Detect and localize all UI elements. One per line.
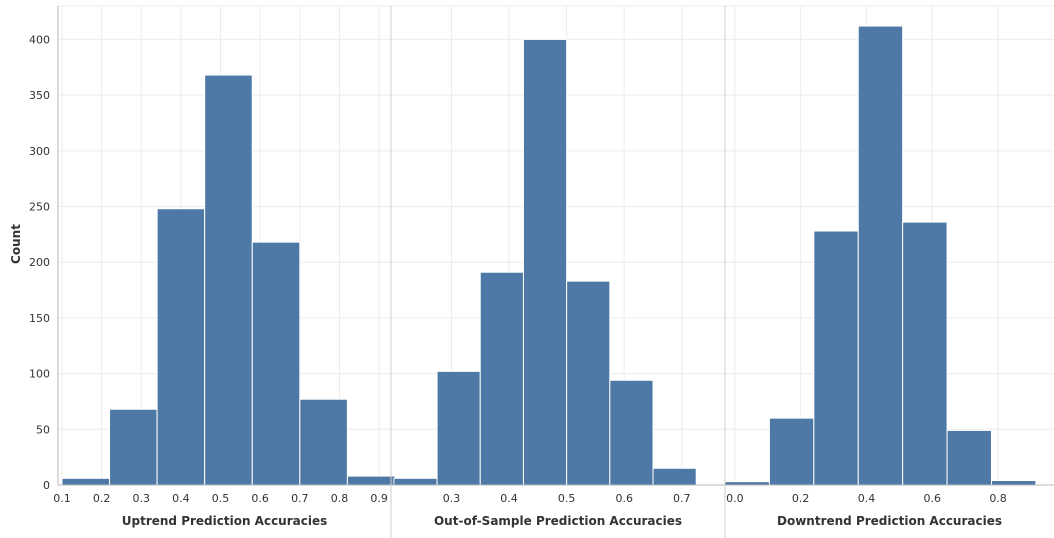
histogram-bar <box>566 280 611 486</box>
x-tick-label: 0.5 <box>212 492 230 505</box>
x-tick-label: 0.9 <box>370 492 388 505</box>
x-tick-label: 0.2 <box>792 492 810 505</box>
x-tick-label: 0.5 <box>558 492 576 505</box>
histogram-bar <box>990 480 1037 486</box>
histogram-bar <box>204 74 253 486</box>
histogram-bar <box>436 370 481 486</box>
histogram-bar <box>768 417 815 486</box>
histogram-bar <box>652 467 697 486</box>
y-tick-label: 350 <box>29 89 50 102</box>
y-tick-label: 50 <box>36 423 50 436</box>
x-tick-label: 0.4 <box>172 492 190 505</box>
histogram-bar <box>946 429 992 486</box>
x-tick-label: 0.8 <box>331 492 349 505</box>
x-tick-label: 0.3 <box>133 492 151 505</box>
x-tick-label: 0.1 <box>53 492 71 505</box>
y-tick-label: 300 <box>29 145 50 158</box>
x-axis-label: Uptrend Prediction Accuracies <box>122 514 328 528</box>
x-axis-label: Downtrend Prediction Accuracies <box>777 514 1002 528</box>
histogram-bar <box>857 25 904 486</box>
histogram-bar <box>299 398 348 486</box>
x-tick-label: 0.4 <box>500 492 518 505</box>
x-tick-label: 0.6 <box>924 492 942 505</box>
x-axis-label: Out-of-Sample Prediction Accuracies <box>434 514 682 528</box>
histogram-bar <box>61 477 111 486</box>
x-tick-label: 0.2 <box>93 492 111 505</box>
histogram-bar <box>902 221 948 486</box>
y-tick-label: 400 <box>29 33 50 46</box>
y-axis-label: Count <box>9 224 23 264</box>
y-tick-label: 200 <box>29 256 50 269</box>
x-tick-label: 0.4 <box>858 492 876 505</box>
histogram-bar <box>346 475 396 486</box>
x-tick-label: 0.7 <box>291 492 309 505</box>
histogram-bar <box>724 481 770 486</box>
x-tick-label: 0.6 <box>615 492 633 505</box>
y-tick-label: 250 <box>29 201 50 214</box>
histogram-bar <box>522 38 568 486</box>
histogram-bar <box>813 230 859 486</box>
x-tick-label: 0.6 <box>251 492 269 505</box>
x-tick-label: 0.0 <box>726 492 744 505</box>
bar-layer <box>61 25 1037 486</box>
x-tick-label: 0.3 <box>443 492 461 505</box>
axis-layer: 0 50 100 150 200 250 300 350 400 0.1 0.2 0.3 0.4 0.5 0… <box>29 6 1054 538</box>
histogram-bar <box>479 271 524 486</box>
y-tick-label: 0 <box>43 479 50 492</box>
y-tick-label: 150 <box>29 312 50 325</box>
histogram-bar <box>393 477 438 486</box>
histogram-bar <box>156 208 206 486</box>
y-tick-label: 100 <box>29 368 50 381</box>
x-tick-label: 0.7 <box>673 492 691 505</box>
histogram-bar <box>251 241 301 486</box>
x-tick-label: 0.8 <box>989 492 1007 505</box>
histogram-bar <box>109 408 158 486</box>
histogram-bar <box>609 379 654 486</box>
